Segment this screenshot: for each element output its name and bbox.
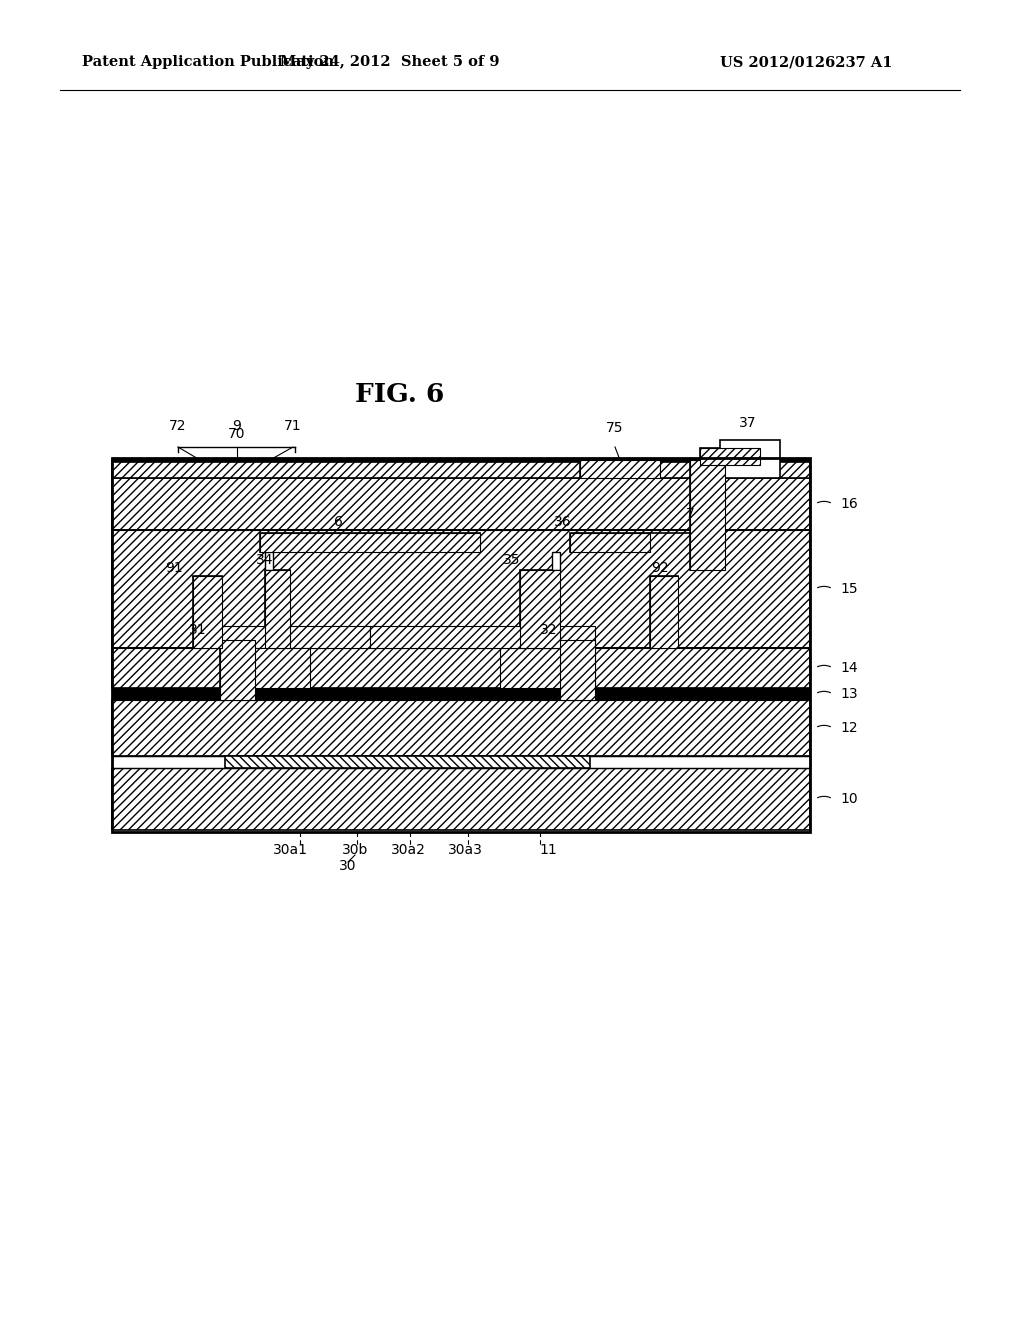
Text: 30a1: 30a1 xyxy=(272,843,307,857)
Text: 31: 31 xyxy=(189,623,207,638)
Text: 14: 14 xyxy=(840,661,858,675)
Text: US 2012/0126237 A1: US 2012/0126237 A1 xyxy=(720,55,893,69)
Bar xyxy=(700,447,760,465)
Bar xyxy=(220,640,255,700)
Text: 9: 9 xyxy=(232,418,242,433)
Bar xyxy=(193,576,222,648)
Bar xyxy=(500,648,595,688)
Text: Patent Application Publication: Patent Application Publication xyxy=(82,55,334,69)
Text: 72: 72 xyxy=(169,418,186,433)
Bar xyxy=(112,648,810,688)
Text: 75: 75 xyxy=(606,421,624,436)
Bar xyxy=(112,459,810,478)
Text: 34: 34 xyxy=(256,553,273,568)
Bar xyxy=(112,458,810,832)
Text: May 24, 2012  Sheet 5 of 9: May 24, 2012 Sheet 5 of 9 xyxy=(281,55,500,69)
Bar xyxy=(112,700,810,756)
Bar xyxy=(220,626,370,648)
Bar xyxy=(560,640,595,700)
Bar xyxy=(520,570,560,648)
Bar xyxy=(552,552,560,570)
Text: 32: 32 xyxy=(540,623,557,638)
Text: 37: 37 xyxy=(739,416,757,430)
Bar xyxy=(112,768,810,830)
Bar xyxy=(112,756,810,768)
Bar xyxy=(265,570,290,648)
Bar xyxy=(112,478,810,531)
Bar xyxy=(370,626,595,648)
Text: 70: 70 xyxy=(228,426,246,441)
Bar xyxy=(220,640,255,700)
Text: 15: 15 xyxy=(840,582,858,597)
Bar xyxy=(570,533,650,552)
Bar xyxy=(690,459,725,570)
Bar xyxy=(580,459,660,478)
Text: 30a2: 30a2 xyxy=(390,843,425,857)
Bar xyxy=(260,533,480,552)
Text: 35: 35 xyxy=(503,553,520,568)
Bar xyxy=(225,756,590,768)
Bar xyxy=(690,459,725,570)
Text: 6: 6 xyxy=(334,515,342,529)
Text: 10: 10 xyxy=(840,792,858,807)
Text: 91: 91 xyxy=(165,561,183,576)
Bar xyxy=(265,552,273,570)
Bar xyxy=(260,533,480,552)
Bar xyxy=(700,447,760,465)
Bar xyxy=(220,648,310,688)
Text: 11: 11 xyxy=(539,843,557,857)
Bar xyxy=(650,576,678,648)
Text: 30b: 30b xyxy=(342,843,369,857)
Text: 13: 13 xyxy=(840,686,858,701)
Bar xyxy=(193,576,222,648)
Text: 92: 92 xyxy=(651,561,669,576)
Bar xyxy=(580,459,660,478)
Bar xyxy=(570,533,650,552)
Text: 12: 12 xyxy=(840,721,858,735)
Text: 30: 30 xyxy=(339,859,356,873)
Bar xyxy=(112,688,810,700)
Bar xyxy=(112,458,810,462)
Bar xyxy=(650,576,678,648)
Text: 71: 71 xyxy=(285,418,302,433)
Text: 7: 7 xyxy=(686,507,695,521)
Text: 16: 16 xyxy=(840,498,858,511)
Bar xyxy=(720,440,780,478)
Text: 36: 36 xyxy=(554,515,572,529)
Bar xyxy=(265,570,290,648)
Bar xyxy=(520,570,560,648)
Bar xyxy=(112,531,810,648)
Bar xyxy=(560,640,595,700)
Text: 30a3: 30a3 xyxy=(447,843,482,857)
Text: FIG. 6: FIG. 6 xyxy=(355,383,444,408)
